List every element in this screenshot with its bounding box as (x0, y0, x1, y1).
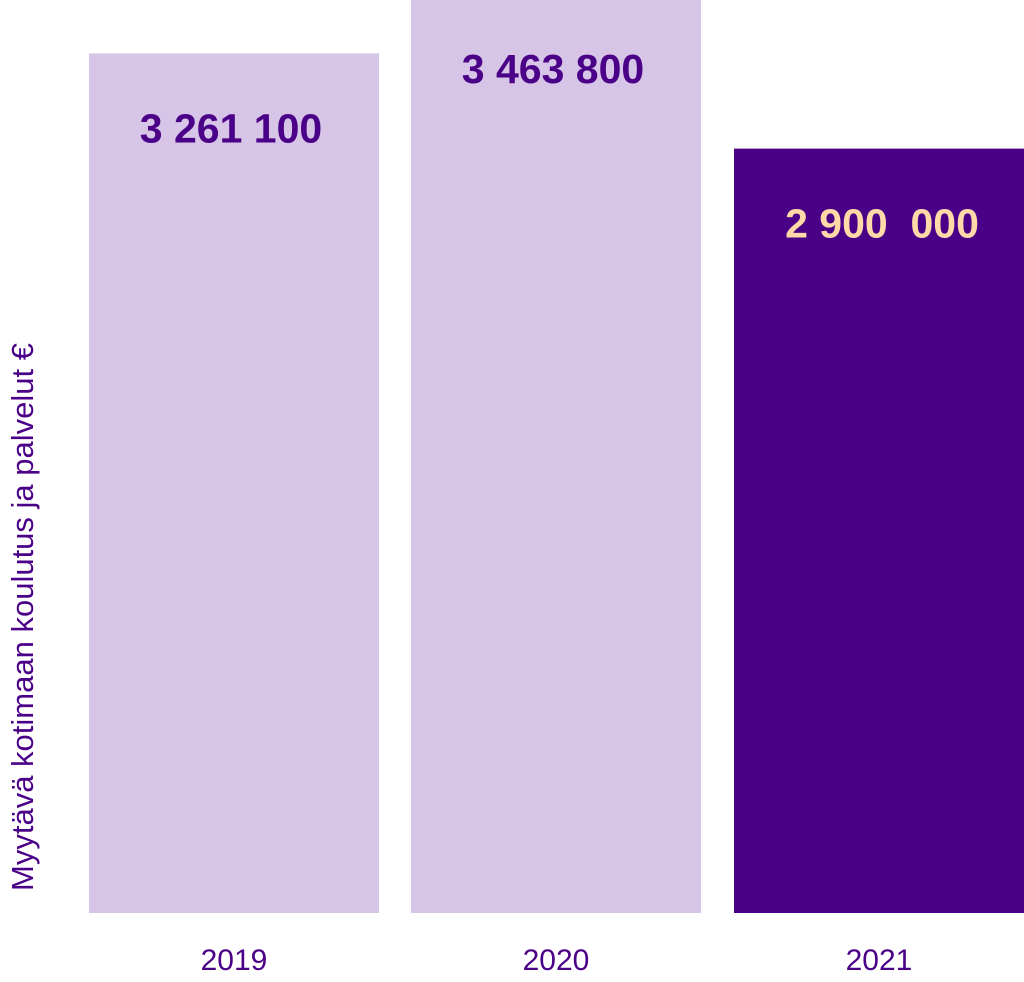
value-label-2021: 2 900 000 (785, 201, 979, 247)
bars-group (89, 0, 1024, 914)
bar-2019 (89, 53, 379, 913)
value-label-2020: 3 463 800 (462, 46, 644, 92)
value-label-2019: 3 261 100 (140, 105, 322, 151)
value-labels: 3 261 100 3 463 800 2 900 000 (140, 46, 979, 247)
x-tick-labels: 2019 2020 2021 (201, 944, 913, 977)
bar-2021 (734, 148, 1024, 914)
x-tick-2020: 2020 (523, 944, 590, 977)
x-tick-2019: 2019 (201, 944, 268, 977)
x-tick-2021: 2021 (846, 944, 913, 977)
bar-2020 (411, 0, 701, 913)
y-axis-label: Myytävä kotimaan koulutus ja palvelut € (5, 343, 40, 891)
